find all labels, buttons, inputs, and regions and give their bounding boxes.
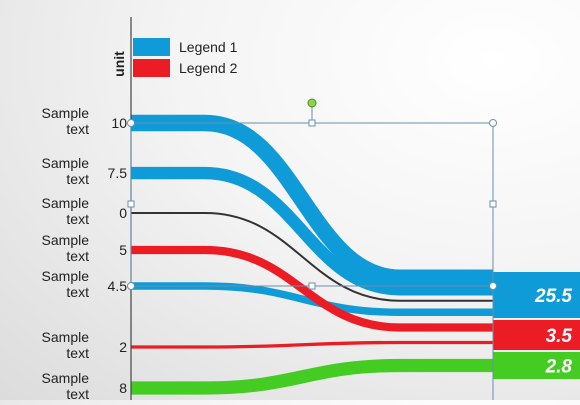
target-value: 25.5 (534, 286, 572, 307)
legend-label: Legend 1 (179, 39, 238, 55)
target-box (493, 352, 580, 379)
row-value: 7.5 (108, 165, 128, 181)
legend-swatch (133, 38, 170, 56)
row-value: 4.5 (108, 278, 128, 294)
target-box (493, 320, 580, 350)
row-label-line2: text (66, 211, 89, 227)
legend: Legend 1 Legend 2 (133, 38, 238, 77)
row-label-line2: text (66, 284, 89, 300)
flow-band (131, 245, 493, 332)
resize-handle-bottom-left[interactable] (127, 282, 135, 290)
resize-handle-top-right[interactable] (489, 119, 497, 127)
resize-handle-top[interactable] (308, 119, 316, 127)
legend-label: Legend 2 (179, 60, 238, 76)
row-label-line2: text (66, 248, 89, 264)
row-value: 5 (119, 242, 127, 258)
resize-handle-right[interactable] (489, 200, 497, 208)
resize-handle-bottom-right[interactable] (489, 282, 497, 290)
row-label: Sample (42, 370, 90, 386)
row-label: Sample (42, 268, 90, 284)
row-value: 2 (119, 339, 127, 355)
row-label: Sample (42, 329, 90, 345)
row-label-line2: text (66, 386, 89, 400)
target-boxes: 25.5 3.5 2.8 (493, 272, 580, 379)
row-label-line2: text (66, 345, 89, 361)
resize-handle-bottom[interactable] (308, 282, 316, 290)
flow-band (131, 212, 493, 302)
row-label-line2: text (66, 171, 89, 187)
resize-handle-left[interactable] (127, 200, 135, 208)
flow-band (131, 114, 493, 286)
row-value: 8 (119, 380, 127, 396)
row-label: Sample (42, 105, 90, 121)
target-box (493, 272, 580, 318)
flow-band (131, 340, 493, 349)
target-value: 3.5 (546, 326, 573, 347)
rotate-handle[interactable] (307, 98, 317, 108)
row-label: Sample (42, 155, 90, 171)
row-label: Sample (42, 232, 90, 248)
target-value: 2.8 (545, 357, 573, 378)
row-value: 0 (119, 205, 127, 221)
y-axis-label: unit (111, 51, 127, 77)
flow-bands (131, 114, 493, 395)
row-label-line2: text (66, 121, 89, 137)
row-value: 10 (111, 115, 127, 131)
row-label: Sample (42, 195, 90, 211)
selection-frame[interactable] (127, 98, 497, 400)
flow-band (131, 358, 493, 395)
legend-swatch (133, 59, 170, 77)
resize-handle-top-left[interactable] (127, 119, 135, 127)
